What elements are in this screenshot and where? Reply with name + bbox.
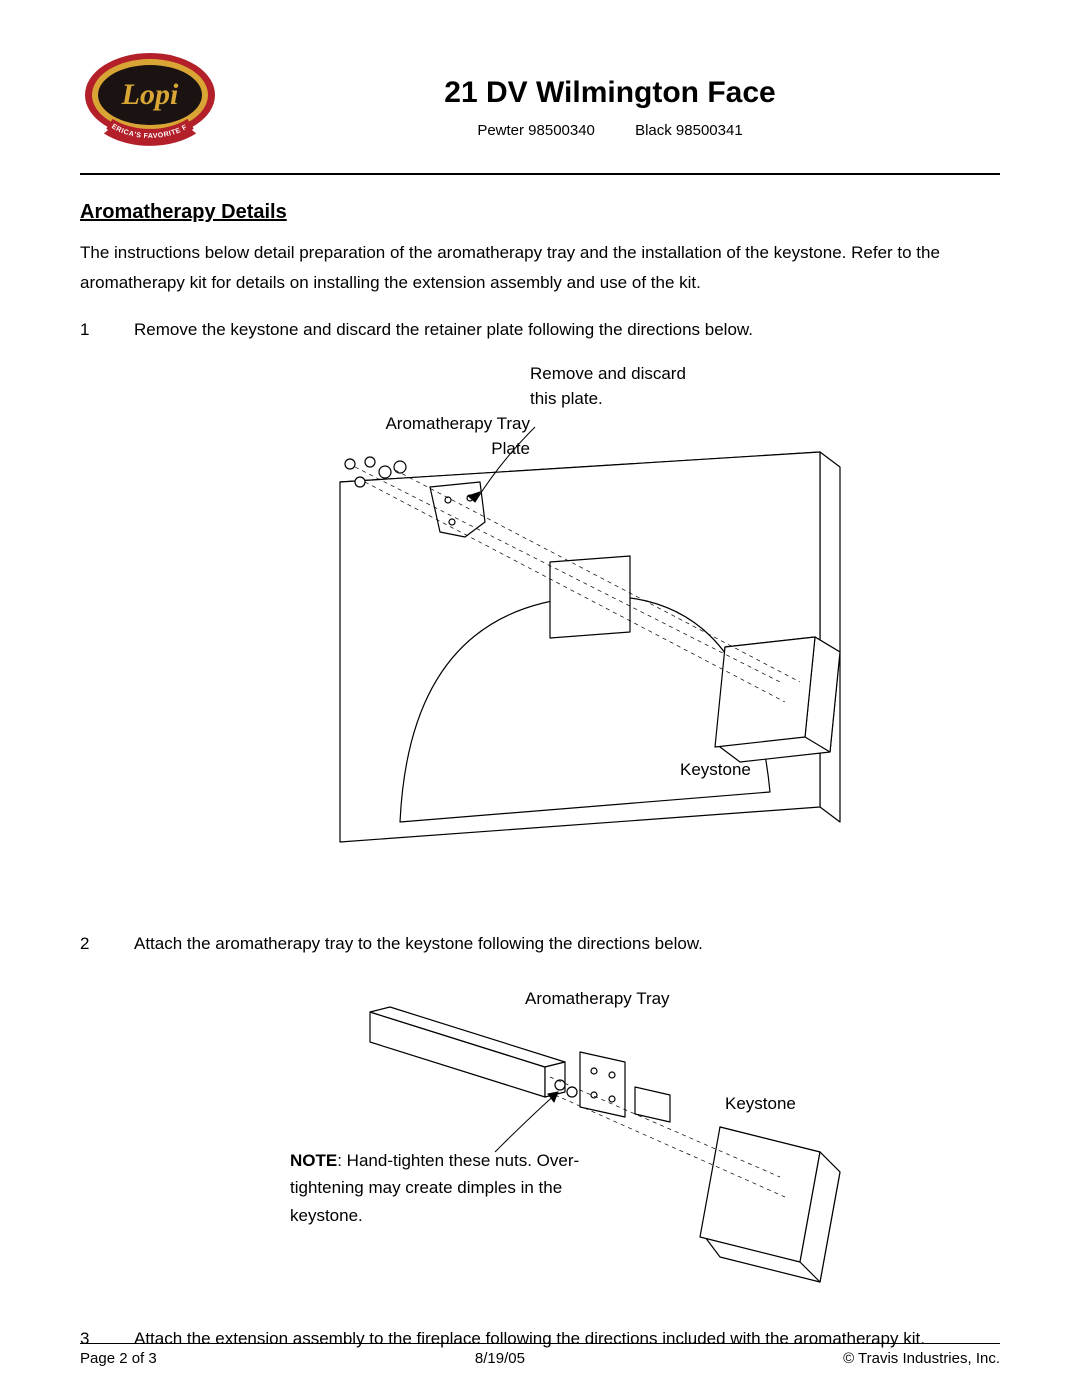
note-bold: NOTE	[290, 1151, 337, 1170]
figure-2: Aromatherapy Tray Keystone NOTE: Hand-ti…	[180, 967, 900, 1307]
sku-black: Black 98500341	[635, 122, 743, 139]
figure2-label-keystone: Keystone	[725, 1092, 796, 1117]
page-header: Lopi AMERICA'S FAVORITE FIRE 21 DV Wilmi…	[80, 40, 1000, 165]
step-number: 2	[80, 930, 134, 959]
figure-1: Remove and discard this plate. Aromather…	[180, 352, 900, 912]
intro-paragraph: The instructions below detail preparatio…	[80, 238, 1000, 298]
sku-pewter: Pewter 98500340	[477, 122, 595, 139]
step-row: 1 Remove the keystone and discard the re…	[80, 316, 1000, 345]
page-footer: Page 2 of 3 8/19/05 © Travis Industries,…	[80, 1343, 1000, 1367]
step-text: Attach the aromatherapy tray to the keys…	[134, 930, 1000, 959]
brand-logo: Lopi AMERICA'S FAVORITE FIRE	[80, 40, 220, 165]
step-row: 2 Attach the aromatherapy tray to the ke…	[80, 930, 1000, 959]
footer-date: 8/19/05	[475, 1350, 525, 1367]
footer-page: Page 2 of 3	[80, 1350, 157, 1367]
figure2-label-tray: Aromatherapy Tray	[525, 987, 670, 1012]
sku-line: Pewter 98500340 Black 98500341	[459, 122, 760, 139]
figure1-label-discard: Remove and discard this plate.	[530, 362, 690, 411]
svg-text:Lopi: Lopi	[121, 78, 179, 111]
figure2-note: NOTE: Hand-tighten these nuts. Over-tigh…	[290, 1147, 610, 1229]
step-text: Remove the keystone and discard the reta…	[134, 316, 1000, 345]
figure1-label-keystone: Keystone	[680, 758, 751, 783]
figure1-label-tray-plate: Aromatherapy Tray Plate	[360, 412, 530, 461]
step-number: 1	[80, 316, 134, 345]
page-title: 21 DV Wilmington Face	[220, 76, 1000, 110]
section-heading: Aromatherapy Details	[80, 201, 1000, 224]
footer-copyright: © Travis Industries, Inc.	[843, 1350, 1000, 1367]
header-rule	[80, 173, 1000, 175]
